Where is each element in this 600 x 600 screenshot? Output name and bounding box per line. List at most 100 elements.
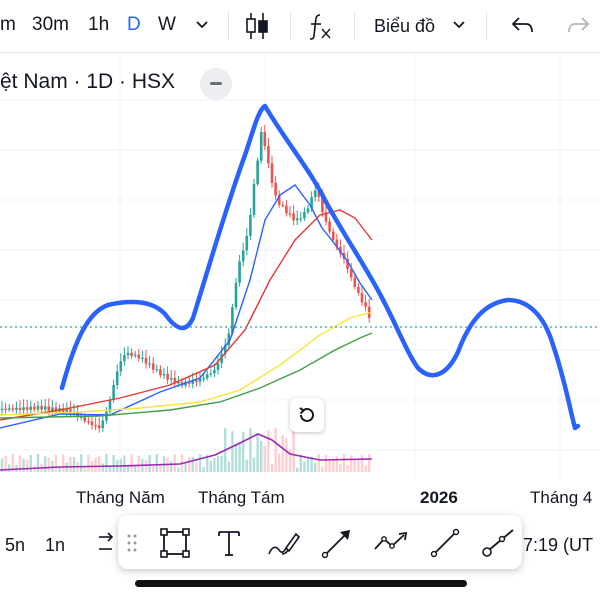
candle [277,195,281,205]
candle [331,231,335,240]
chart-type-chevron-down-icon[interactable] [452,18,466,32]
candle [288,213,292,215]
timeframe-chevron-down-icon[interactable] [195,18,209,32]
drawing-toolbar [118,515,522,569]
redo-icon[interactable] [565,14,591,38]
candle [148,363,151,365]
volume-bar [339,464,342,472]
volume-bar [238,442,241,472]
candle [191,380,195,384]
candle [306,208,310,213]
candle [353,277,357,288]
candle [245,235,249,251]
text-icon[interactable] [214,527,244,559]
volume-bar [360,455,364,472]
drag-handle-icon[interactable] [126,533,138,553]
volume-bar [47,458,50,472]
toolbar-divider [354,12,355,40]
volume-bar [101,463,104,472]
volume-bar [126,464,130,472]
volume-bar [11,454,14,472]
candle [267,146,270,164]
volume-bar [274,428,277,472]
candle [252,184,256,215]
time-axis-label: Tháng Năm [76,488,165,507]
candle [313,190,317,198]
reset-chart-button[interactable] [290,398,324,432]
volume-bar [51,460,54,472]
candle [360,293,364,303]
volume-bar [177,467,180,472]
candle [33,406,36,410]
volume-bar [123,455,126,472]
volume-bar [227,461,230,472]
chart-pane[interactable] [0,53,600,515]
candle [256,160,259,185]
volume-bar [98,456,101,472]
candle [357,287,360,294]
rectangle-icon[interactable] [158,527,192,559]
candle [270,163,274,183]
candle [339,246,342,254]
go-to-date-icon[interactable] [96,530,120,558]
candle [328,221,331,232]
hand-drawn-trend-line [59,103,581,431]
indicators-fx-icon[interactable] [306,10,336,42]
price-chart[interactable] [0,53,600,515]
volume-bar [220,455,223,472]
timeframe-minutes[interactable]: m [0,14,16,35]
candle [15,407,18,410]
undo-icon[interactable] [510,14,536,38]
candle [7,408,11,410]
candle [4,408,7,410]
volume-bar [252,457,256,472]
moving-average-slow [0,311,373,416]
timeframe-1h[interactable]: 1h [88,14,110,35]
candle [133,354,137,356]
collapse-legend-button[interactable] [200,68,232,100]
candle [166,373,169,380]
candle [87,421,90,423]
ray-icon[interactable] [480,527,516,559]
volume-bar [8,464,11,472]
path-icon[interactable] [372,527,410,559]
volume-bar [281,435,284,472]
candles-chart-type-icon[interactable] [244,10,270,42]
volume-bar [368,454,371,472]
volume-bar [267,430,270,472]
candle [51,407,54,411]
volume-bar [130,454,133,472]
candle [22,407,25,410]
time-axis-label: Tháng Tám [198,488,285,507]
brush-icon[interactable] [266,527,302,559]
volume-bar [94,457,97,472]
chart-type-menu[interactable]: Biểu đồ [374,16,436,36]
volume-bar [198,454,202,472]
candle [281,204,285,206]
volume-bar [58,467,61,472]
range-5-days[interactable]: 5n [5,535,26,555]
top-toolbar: m 30m 1h D W Biểu đồ [0,0,600,53]
volume-bar [4,455,7,472]
volume-bar [36,454,40,472]
volume-bar [285,438,288,472]
candle [299,218,303,220]
volume-bar [249,428,252,472]
volume-bar [72,457,76,472]
trend-line-icon[interactable] [428,527,462,559]
volume-bar [18,455,22,472]
timeframe-1d[interactable]: D [127,14,141,35]
timeframe-1w[interactable]: W [158,14,176,35]
volume-bar [195,462,198,472]
volume-bar [152,466,155,472]
clock-timezone[interactable]: 7:19 (UT [523,535,594,555]
arrow-icon[interactable] [320,527,354,559]
volume-bar [346,465,349,472]
range-1-day[interactable]: 1n [45,535,66,555]
candle [295,218,299,221]
candle [259,132,263,161]
timeframe-30m[interactable]: 30m [32,14,69,35]
volume-bar [26,459,29,472]
volume-bar [112,454,115,472]
volume-bar [188,457,191,472]
